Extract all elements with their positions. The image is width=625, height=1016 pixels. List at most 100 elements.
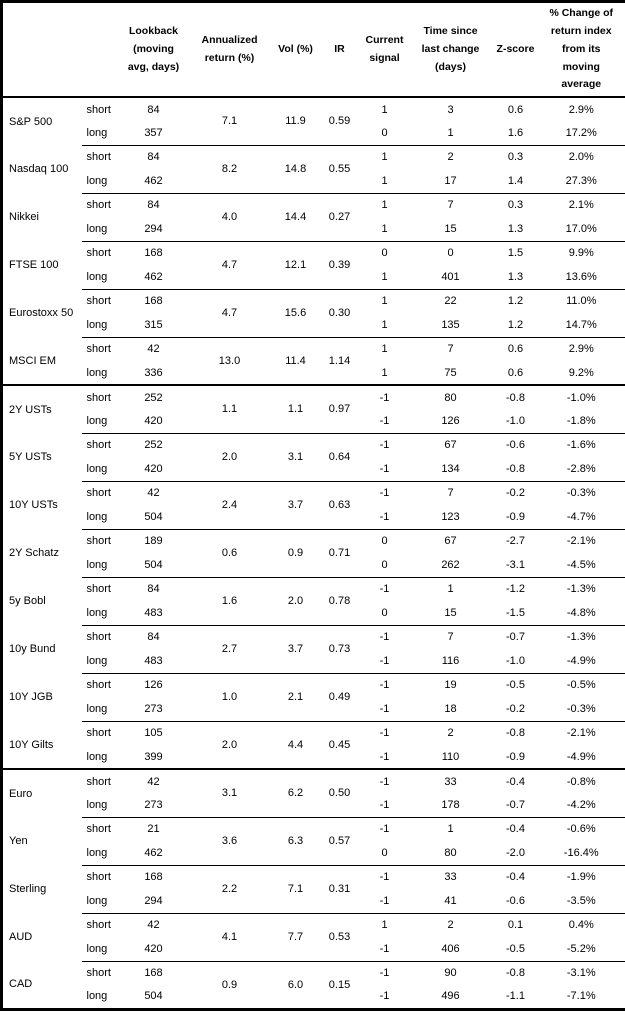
lookback-long: 273 xyxy=(144,702,163,715)
current-signal-long: -1 xyxy=(379,894,390,907)
vol: 12.1 xyxy=(273,240,318,290)
annualized-return: 4.1 xyxy=(185,912,274,962)
leg-label-short: short xyxy=(81,288,122,314)
pct-change-short: 9.9% xyxy=(537,240,625,266)
leg-label-short: short xyxy=(81,816,122,842)
table-row-short: AUD short 42 4.1 7.7 0.53 1 2 0.1 0.4% xyxy=(2,912,625,962)
z-score-short: 0.6 xyxy=(493,96,538,122)
header-vol: Vol (%) xyxy=(273,1,318,99)
instrument-name: FTSE 100 xyxy=(9,259,59,272)
time-since-last-change-long: 80 xyxy=(444,846,457,859)
pct-change-long: 9.2% xyxy=(568,366,594,379)
lookback-long: 462 xyxy=(144,270,163,283)
lookback-short: 42 xyxy=(121,768,186,794)
vol: 11.4 xyxy=(273,336,318,386)
lookback-short: 252 xyxy=(121,432,186,458)
leg-label-long: long xyxy=(86,798,108,811)
ir: 0.64 xyxy=(317,432,362,482)
table-row-short: 2Y USTs short 252 1.1 1.1 0.97 -1 80 -0.… xyxy=(1,384,625,434)
table-row-short: CAD short 168 0.9 6.0 0.15 -1 90 -0.8 -3… xyxy=(2,960,625,1010)
current-signal-long: 0 xyxy=(381,126,388,139)
pct-change-short: -1.3% xyxy=(537,576,625,602)
leg-label-long: long xyxy=(86,654,108,667)
pct-change-long: 13.6% xyxy=(565,270,597,283)
pct-change-short: -0.8% xyxy=(537,768,625,794)
current-signal-short: -1 xyxy=(361,576,408,602)
annualized-return: 0.6 xyxy=(185,528,274,578)
lookback-short: 84 xyxy=(121,576,186,602)
lookback-long: 420 xyxy=(144,462,163,475)
leg-label-short: short xyxy=(81,432,122,458)
leg-label-short: short xyxy=(81,864,122,890)
annualized-return: 13.0 xyxy=(185,336,274,386)
time-since-last-change-long: 110 xyxy=(441,750,460,763)
annualized-return: 7.1 xyxy=(185,96,274,146)
pct-change-long: -2.8% xyxy=(566,462,596,475)
current-signal-short: -1 xyxy=(361,432,408,458)
z-score-short: 1.2 xyxy=(493,288,538,314)
z-score-long: -0.7 xyxy=(506,798,525,811)
annualized-return: 0.9 xyxy=(185,960,274,1010)
time-since-last-change-long: 116 xyxy=(441,654,460,667)
instrument-name: 10y Bund xyxy=(9,643,56,656)
time-since-last-change-long: 18 xyxy=(444,702,457,715)
lookback-long: 315 xyxy=(144,318,163,331)
table-row-long: long 420 -1 406 -0.5 -5.2% xyxy=(2,937,625,961)
annualized-return: 8.2 xyxy=(185,144,274,194)
table-row-short: FTSE 100 short 168 4.7 12.1 0.39 0 0 1.5… xyxy=(2,240,625,290)
current-signal-long: 1 xyxy=(381,222,388,235)
pct-change-long: -4.5% xyxy=(566,558,596,571)
pct-change-short: 2.9% xyxy=(537,96,625,122)
annualized-return: 3.6 xyxy=(185,816,274,866)
table-row-short: MSCI EM short 42 13.0 11.4 1.14 1 7 0.6 … xyxy=(2,336,625,386)
vol: 3.7 xyxy=(273,480,318,530)
pct-change-short: -2.1% xyxy=(537,528,625,554)
leg-label-short: short xyxy=(81,624,122,650)
z-score-long: -1.5 xyxy=(506,606,525,619)
lookback-long: 504 xyxy=(144,990,163,1003)
pct-change-short: -3.1% xyxy=(537,960,625,986)
z-score-short: 0.3 xyxy=(493,144,538,170)
pct-change-long: 17.2% xyxy=(565,126,597,139)
z-score-short: -1.2 xyxy=(493,576,538,602)
current-signal-long: -1 xyxy=(379,510,390,523)
leg-label-short: short xyxy=(81,960,122,986)
instrument-name: 2Y USTs xyxy=(1,384,82,434)
pct-change-long: -1.8% xyxy=(566,414,596,427)
lookback-long: 483 xyxy=(144,654,163,667)
lookback-short: 84 xyxy=(121,96,186,122)
current-signal-short: -1 xyxy=(361,672,408,698)
current-signal-long: 0 xyxy=(381,846,388,859)
current-signal-long: 1 xyxy=(381,270,388,283)
instrument-name: CAD xyxy=(9,978,33,991)
vol: 7.1 xyxy=(273,864,318,914)
pct-change-short: 11.0% xyxy=(537,288,625,314)
leg-label-short: short xyxy=(81,480,122,506)
vol: 4.4 xyxy=(273,720,318,770)
lookback-long: 273 xyxy=(144,798,163,811)
ir: 0.59 xyxy=(317,96,362,146)
lookback-short: 84 xyxy=(121,192,186,218)
time-since-last-change-long: 15 xyxy=(444,222,457,235)
ir: 0.27 xyxy=(317,192,362,242)
z-score-long: -0.9 xyxy=(506,750,525,763)
time-since-last-change-short: 0 xyxy=(407,240,494,266)
lookback-short: 168 xyxy=(121,960,186,986)
table-row-short: Euro short 42 3.1 6.2 0.50 -1 33 -0.4 -0… xyxy=(1,768,625,818)
current-signal-long: -1 xyxy=(379,414,390,427)
ir: 0.55 xyxy=(317,144,362,194)
leg-label-long: long xyxy=(86,990,108,1003)
current-signal-long: -1 xyxy=(379,798,390,811)
header-lookback: Lookback (moving avg, days) xyxy=(121,1,186,99)
table-row-long: long 399 -1 110 -0.9 -4.9% xyxy=(2,745,625,769)
table-row-short: Nasdaq 100 short 84 8.2 14.8 0.55 1 2 0.… xyxy=(2,144,625,194)
leg-label-long: long xyxy=(86,366,108,379)
table-body: S&P 500 short 84 7.1 11.9 0.59 1 3 0.6 2… xyxy=(1,96,625,1010)
lookback-short: 105 xyxy=(121,720,186,746)
time-since-last-change-short: 67 xyxy=(407,528,494,554)
time-since-last-change-long: 126 xyxy=(441,414,460,427)
header-ir: IR xyxy=(317,1,362,99)
leg-label-long: long xyxy=(86,462,108,475)
time-since-last-change-short: 2 xyxy=(407,720,494,746)
